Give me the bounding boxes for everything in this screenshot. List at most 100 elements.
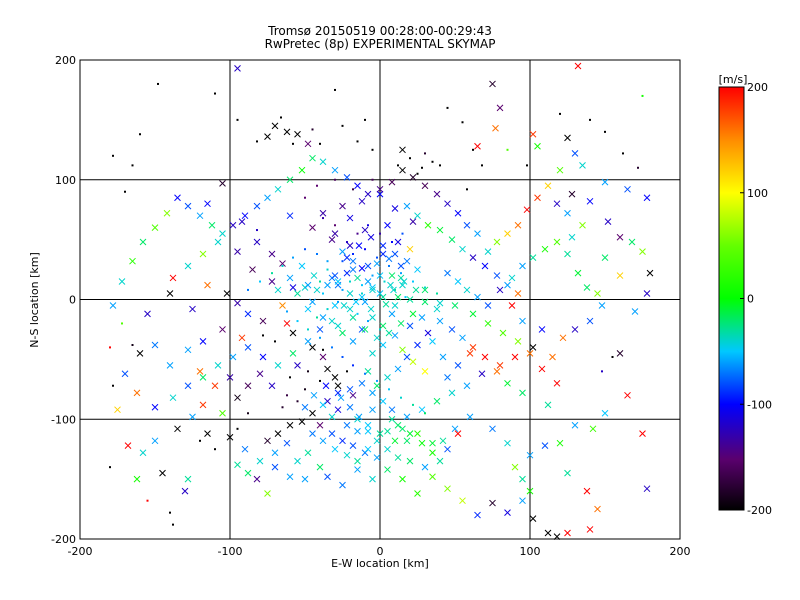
data-point-cross (354, 182, 361, 190)
data-point-cross (369, 286, 376, 294)
data-point-cross (343, 174, 351, 181)
data-point-dot (361, 284, 363, 287)
data-point-cross (268, 250, 276, 258)
data-point-cross (304, 305, 312, 313)
data-point-dot (262, 334, 264, 337)
data-point-cross (394, 421, 402, 429)
data-point-cross (118, 278, 126, 285)
data-point-cross (406, 457, 414, 465)
data-point-cross (349, 338, 357, 345)
data-point-cross (403, 353, 411, 361)
data-point-cross (144, 310, 151, 318)
data-point-cross (204, 430, 211, 437)
data-point-cross (309, 409, 316, 417)
data-point-cross (436, 226, 444, 234)
data-point-cross (519, 497, 526, 505)
data-point-cross (399, 475, 406, 483)
data-point-cross (234, 299, 241, 307)
data-point-cross (279, 302, 286, 309)
data-point-dot (637, 166, 639, 169)
data-point-cross (571, 150, 579, 157)
data-point-cross (339, 329, 346, 337)
data-point-dot (334, 178, 336, 181)
data-point-dot (259, 280, 261, 283)
data-point-cross (139, 449, 147, 457)
data-point-dot (131, 344, 134, 347)
data-point-dot (316, 252, 318, 255)
y-tick-label: 100 (55, 174, 76, 187)
data-point-cross (219, 409, 226, 417)
data-point-cross (358, 379, 366, 387)
data-point-dot (307, 370, 309, 373)
data-point-cross (294, 290, 301, 297)
data-point-cross (286, 421, 294, 429)
data-point-cross (534, 194, 541, 202)
data-point-dot (214, 448, 216, 451)
x-tick-label: 0 (377, 545, 384, 558)
data-point-cross (564, 529, 571, 537)
data-point-cross (352, 298, 360, 306)
data-point-cross (139, 238, 147, 246)
data-point-cross (409, 310, 417, 318)
data-point-cross (184, 475, 192, 483)
data-point-cross (514, 221, 522, 229)
data-point-cross (339, 202, 346, 210)
data-point-dot (622, 152, 624, 155)
data-point-cross (373, 437, 381, 445)
data-point-cross (204, 281, 211, 289)
data-point-cross (136, 350, 144, 357)
data-point-cross (538, 365, 546, 373)
data-point-cross (379, 250, 387, 258)
data-point-cross (564, 134, 571, 142)
data-point-cross (229, 221, 237, 229)
data-point-dot (601, 370, 603, 373)
data-point-cross (337, 394, 345, 402)
data-point-cross (309, 298, 316, 306)
data-point-cross (429, 473, 436, 481)
data-point-cross (294, 362, 301, 369)
data-point-cross (466, 413, 474, 421)
data-point-cross (409, 358, 417, 366)
data-point-cross (414, 430, 421, 437)
data-point-cross (271, 463, 279, 471)
data-point-cross (163, 209, 171, 217)
data-point-cross (474, 511, 481, 519)
data-point-cross (639, 430, 646, 437)
data-point-cross (310, 391, 318, 399)
data-point-cross (166, 290, 174, 297)
data-point-dot (589, 118, 591, 121)
data-point-cross (151, 403, 159, 411)
data-point-cross (349, 314, 357, 321)
data-point-cross (529, 344, 537, 351)
data-point-cross (421, 463, 429, 471)
data-point-cross (304, 449, 312, 457)
data-point-dot (361, 292, 363, 295)
data-point-cross (199, 338, 207, 345)
data-point-cross (334, 389, 342, 397)
data-point-cross (298, 418, 306, 425)
data-point-cross (451, 425, 459, 433)
data-point-cross (219, 230, 226, 237)
data-point-cross (504, 379, 511, 387)
data-point-cross (316, 326, 324, 333)
data-point-cross (504, 439, 511, 447)
data-point-cross (492, 124, 499, 132)
data-point-dot (326, 268, 329, 271)
data-point-cross (219, 179, 226, 187)
data-point-cross (346, 305, 354, 313)
data-point-cross (253, 475, 261, 483)
data-point-cross (418, 406, 426, 414)
data-point-cross (553, 379, 561, 387)
data-point-cross (564, 209, 571, 217)
colorbar-tick-label: 100 (747, 187, 768, 200)
data-point-cross (241, 445, 249, 453)
data-point-cross (643, 290, 651, 297)
data-point-dot (286, 394, 288, 397)
data-point-cross (289, 329, 297, 337)
data-point-cross (556, 439, 564, 447)
data-point-cross (196, 367, 204, 375)
data-point-dot (424, 152, 426, 155)
data-point-cross (403, 413, 411, 421)
data-point-cross (508, 302, 516, 309)
data-point-cross (496, 286, 504, 294)
